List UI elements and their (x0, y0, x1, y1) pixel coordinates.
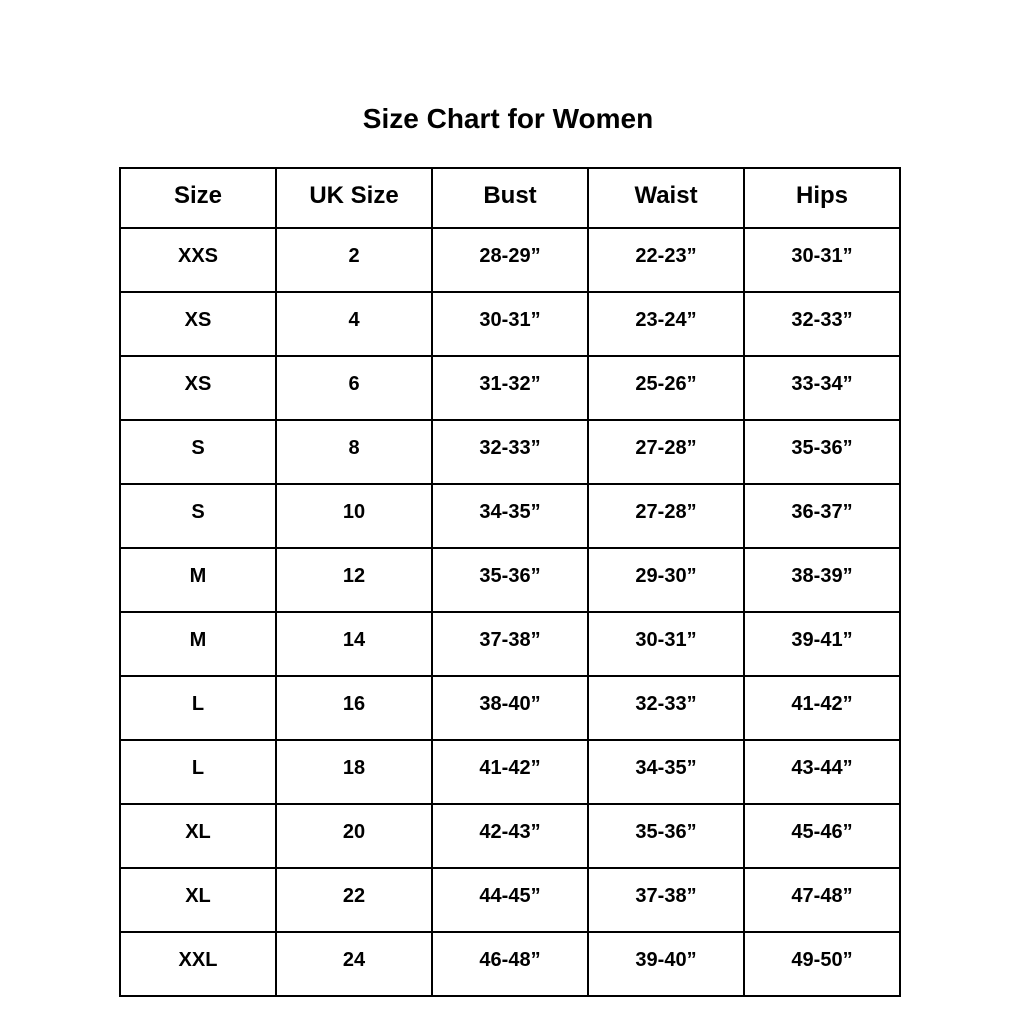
cell-uk-size: 4 (275, 291, 433, 357)
cell-size: L (119, 675, 277, 741)
cell-bust: 41-42” (431, 739, 589, 805)
cell-uk-size: 18 (275, 739, 433, 805)
cell-bust: 32-33” (431, 419, 589, 485)
cell-bust: 30-31” (431, 291, 589, 357)
cell-waist: 22-23” (587, 227, 745, 293)
cell-bust: 35-36” (431, 547, 589, 613)
header-uk-size: UK Size (275, 167, 433, 229)
cell-uk-size: 12 (275, 547, 433, 613)
cell-size: XXL (119, 931, 277, 997)
cell-hips: 45-46” (743, 803, 901, 869)
header-waist: Waist (587, 167, 745, 229)
header-hips: Hips (743, 167, 901, 229)
table-row: XS 4 30-31” 23-24” 32-33” (119, 291, 901, 357)
cell-hips: 36-37” (743, 483, 901, 549)
cell-waist: 34-35” (587, 739, 745, 805)
cell-uk-size: 10 (275, 483, 433, 549)
cell-hips: 33-34” (743, 355, 901, 421)
cell-bust: 44-45” (431, 867, 589, 933)
cell-uk-size: 8 (275, 419, 433, 485)
cell-bust: 31-32” (431, 355, 589, 421)
cell-hips: 49-50” (743, 931, 901, 997)
table-row: S 10 34-35” 27-28” 36-37” (119, 483, 901, 549)
cell-bust: 34-35” (431, 483, 589, 549)
cell-hips: 35-36” (743, 419, 901, 485)
page-title: Size Chart for Women (362, 103, 654, 134)
table-body: XXS 2 28-29” 22-23” 30-31” XS 4 30-31” 23-24” 32-… (119, 227, 901, 997)
table-row: XL 20 42-43” 35-36” 45-46” (119, 803, 901, 869)
table-row: XS 6 31-32” 25-26” 33-34” (119, 355, 901, 421)
cell-size: XL (119, 867, 277, 933)
cell-bust: 46-48” (431, 931, 589, 997)
table-row: L 16 38-40” 32-33” 41-42” (119, 675, 901, 741)
table-row: M 12 35-36” 29-30” 38-39” (119, 547, 901, 613)
cell-bust: 28-29” (431, 227, 589, 293)
cell-bust: 38-40” (431, 675, 589, 741)
cell-uk-size: 14 (275, 611, 433, 677)
table-header-row: Size UK Size Bust Waist Hips (119, 167, 901, 229)
cell-hips: 47-48” (743, 867, 901, 933)
cell-bust: 42-43” (431, 803, 589, 869)
cell-uk-size: 24 (275, 931, 433, 997)
cell-size: L (119, 739, 277, 805)
cell-hips: 41-42” (743, 675, 901, 741)
cell-waist: 27-28” (587, 483, 745, 549)
cell-waist: 37-38” (587, 867, 745, 933)
header-bust: Bust (431, 167, 589, 229)
cell-hips: 43-44” (743, 739, 901, 805)
cell-hips: 38-39” (743, 547, 901, 613)
header-size: Size (119, 167, 277, 229)
cell-hips: 39-41” (743, 611, 901, 677)
cell-size: S (119, 483, 277, 549)
cell-uk-size: 6 (275, 355, 433, 421)
cell-size: XS (119, 355, 277, 421)
cell-waist: 30-31” (587, 611, 745, 677)
cell-uk-size: 20 (275, 803, 433, 869)
cell-size: S (119, 419, 277, 485)
size-chart-table: Size UK Size Bust Waist Hips XXS 2 28-29” 2… (119, 167, 901, 997)
cell-waist: 23-24” (587, 291, 745, 357)
cell-size: XL (119, 803, 277, 869)
table-row: S 8 32-33” 27-28” 35-36” (119, 419, 901, 485)
cell-waist: 35-36” (587, 803, 745, 869)
cell-uk-size: 2 (275, 227, 433, 293)
cell-waist: 32-33” (587, 675, 745, 741)
cell-size: XXS (119, 227, 277, 293)
cell-bust: 37-38” (431, 611, 589, 677)
table-row: XXS 2 28-29” 22-23” 30-31” (119, 227, 901, 293)
cell-uk-size: 22 (275, 867, 433, 933)
cell-waist: 39-40” (587, 931, 745, 997)
cell-hips: 32-33” (743, 291, 901, 357)
table-row: L 18 41-42” 34-35” 43-44” (119, 739, 901, 805)
cell-waist: 25-26” (587, 355, 745, 421)
cell-waist: 29-30” (587, 547, 745, 613)
table-row: XXL 24 46-48” 39-40” 49-50” (119, 931, 901, 997)
cell-waist: 27-28” (587, 419, 745, 485)
table-row: XL 22 44-45” 37-38” 47-48” (119, 867, 901, 933)
cell-uk-size: 16 (275, 675, 433, 741)
cell-size: XS (119, 291, 277, 357)
cell-size: M (119, 547, 277, 613)
cell-size: M (119, 611, 277, 677)
cell-hips: 30-31” (743, 227, 901, 293)
table-row: M 14 37-38” 30-31” 39-41” (119, 611, 901, 677)
